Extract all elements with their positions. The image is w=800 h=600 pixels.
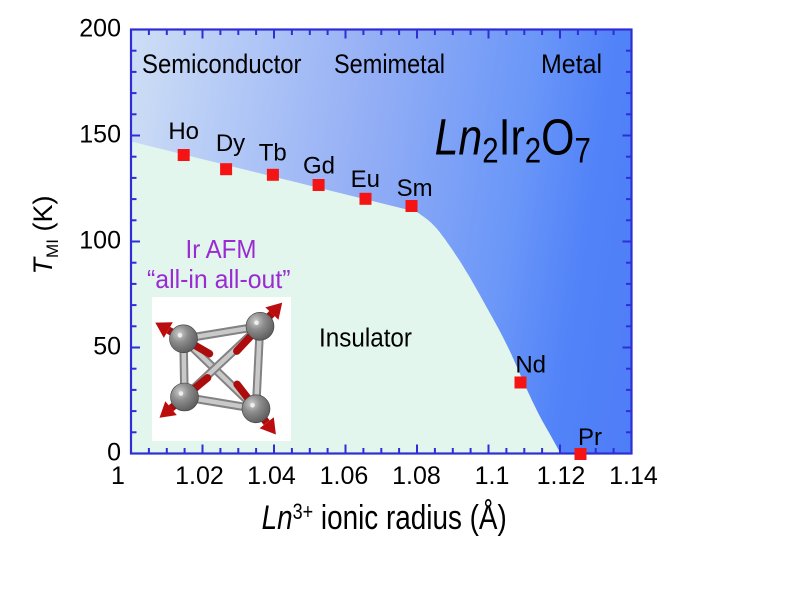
svg-text:Semimetal: Semimetal: [334, 49, 445, 79]
svg-text:Ho: Ho: [168, 118, 199, 145]
svg-text:Ir AFM: Ir AFM: [186, 234, 257, 264]
svg-text:Sm: Sm: [397, 175, 433, 202]
svg-text:“all-in all-out”: “all-in all-out”: [147, 264, 291, 294]
svg-text:Gd: Gd: [303, 153, 335, 180]
svg-text:1.04: 1.04: [247, 462, 296, 490]
svg-text:1.12: 1.12: [537, 462, 586, 490]
svg-text:100: 100: [79, 227, 121, 255]
svg-text:Metal: Metal: [541, 49, 602, 79]
svg-text:200: 200: [79, 15, 121, 43]
svg-text:1.02: 1.02: [175, 462, 224, 490]
svg-text:Eu: Eu: [351, 166, 380, 193]
svg-text:1.1: 1.1: [475, 462, 510, 490]
svg-text:Tb: Tb: [259, 140, 287, 167]
svg-text:Pr: Pr: [578, 424, 602, 451]
svg-text:Dy: Dy: [216, 130, 245, 157]
svg-text:Ln3+ ionic radius (Å): Ln3+ ionic radius (Å): [262, 498, 507, 536]
svg-text:TMI (K): TMI (K): [28, 196, 62, 275]
svg-text:1.08: 1.08: [392, 462, 441, 490]
svg-text:1.14: 1.14: [609, 462, 658, 490]
svg-text:1.06: 1.06: [320, 462, 369, 490]
svg-text:1: 1: [111, 462, 125, 490]
svg-text:50: 50: [93, 333, 121, 361]
svg-text:Semiconductor: Semiconductor: [142, 49, 302, 79]
svg-text:Nd: Nd: [515, 352, 546, 379]
svg-text:150: 150: [79, 121, 121, 149]
svg-text:0: 0: [107, 439, 121, 467]
svg-text:Insulator: Insulator: [319, 325, 412, 353]
svg-text:Ln2Ir2O7: Ln2Ir2O7: [435, 108, 591, 170]
